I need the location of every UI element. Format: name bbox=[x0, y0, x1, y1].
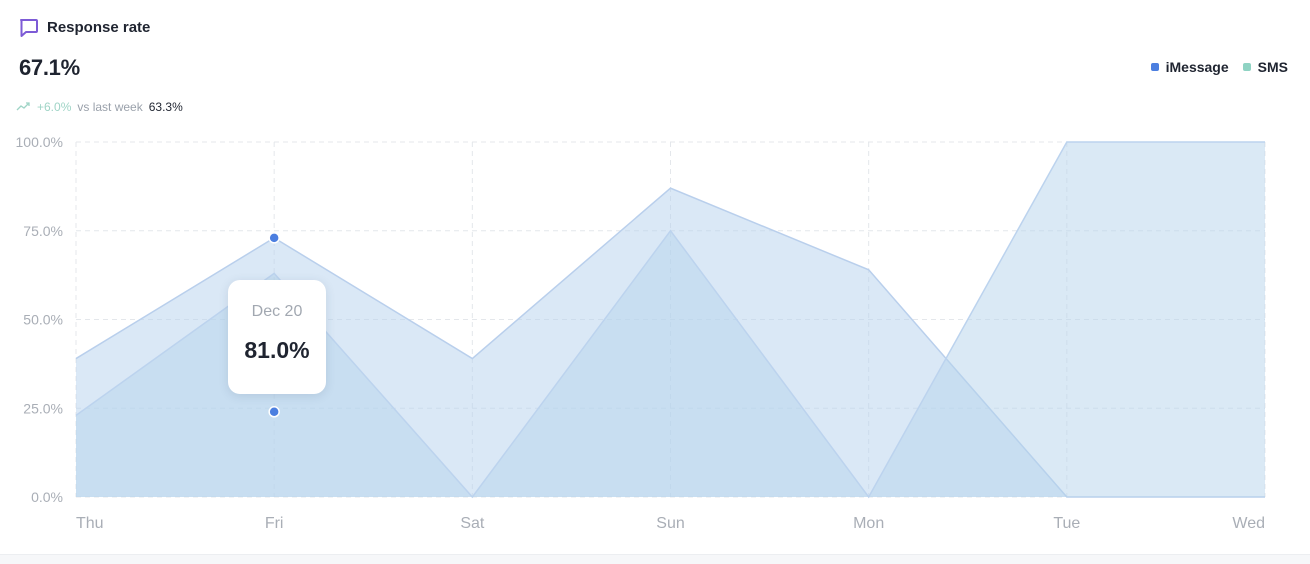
legend-item-imessage[interactable]: iMessage bbox=[1150, 59, 1229, 75]
legend-item-sms[interactable]: SMS bbox=[1242, 59, 1288, 75]
highlight-point-imessage bbox=[268, 232, 280, 244]
chat-bubble-icon bbox=[18, 17, 39, 38]
y-tick-label: 75.0% bbox=[23, 223, 63, 239]
y-tick-label: 25.0% bbox=[23, 400, 63, 416]
legend-label-imessage: iMessage bbox=[1165, 59, 1229, 75]
x-tick-label: Wed bbox=[1232, 515, 1265, 532]
trend-up-icon bbox=[16, 100, 31, 114]
legend-swatch-sms bbox=[1242, 63, 1251, 71]
chart-title: Response rate bbox=[47, 19, 151, 36]
previous-week-value: 63.3% bbox=[148, 100, 183, 114]
legend-label-sms: SMS bbox=[1257, 59, 1288, 75]
x-tick-label: Thu bbox=[76, 515, 104, 532]
x-tick-label: Mon bbox=[853, 515, 884, 532]
highlight-point-sms bbox=[268, 406, 280, 418]
week-comparison: +6.0% vs last week 63.3% bbox=[16, 100, 183, 114]
legend-swatch-imessage bbox=[1150, 63, 1159, 71]
y-tick-label: 50.0% bbox=[23, 312, 63, 328]
response-rate-value: 67.1% bbox=[19, 55, 80, 80]
chart-legend: iMessage SMS bbox=[1150, 59, 1288, 75]
delta-value: +6.0% bbox=[37, 100, 72, 114]
x-tick-label: Sat bbox=[460, 515, 485, 532]
y-tick-label: 100.0% bbox=[16, 134, 63, 150]
hover-tooltip: Dec 20 81.0% bbox=[228, 280, 326, 394]
tooltip-value: 81.0% bbox=[244, 337, 310, 363]
vs-last-week-label: vs last week bbox=[77, 100, 143, 114]
line-sms bbox=[75, 141, 1265, 499]
x-tick-label: Sun bbox=[656, 515, 684, 532]
footer-divider bbox=[0, 554, 1310, 564]
tooltip-date: Dec 20 bbox=[251, 303, 303, 320]
header-title: Response rate bbox=[18, 17, 150, 38]
x-tick-label: Fri bbox=[265, 515, 284, 532]
area-sms bbox=[76, 142, 1265, 497]
x-tick-label: Tue bbox=[1053, 515, 1080, 532]
y-tick-label: 0.0% bbox=[31, 489, 63, 505]
